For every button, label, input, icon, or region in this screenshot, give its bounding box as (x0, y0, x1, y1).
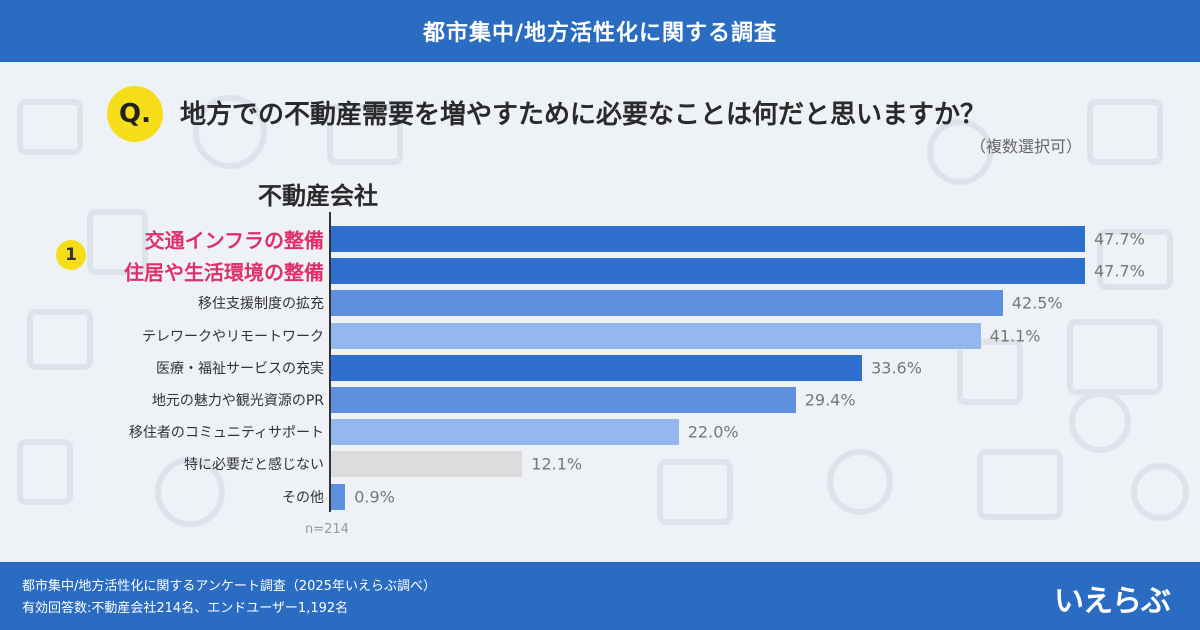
value-label: 47.7% (1094, 261, 1145, 281)
chart-axis-line (329, 212, 331, 512)
value-label: 0.9% (354, 487, 395, 507)
value-label: 29.4% (804, 390, 856, 410)
background-icons (17, 95, 1189, 527)
bar (331, 483, 346, 510)
category-label: 移住支援制度の拡充 (198, 296, 324, 313)
value-label: 22.0% (687, 422, 739, 442)
page-header: 都市集中/地方活性化に関する調査 (0, 0, 1200, 62)
value-label: 42.5% (1011, 293, 1063, 313)
question-badge: Q. (107, 86, 163, 142)
value-label: 12.1% (531, 454, 583, 474)
respondent-count: 有効回答数:不動産会社214名、エンドユーザー1,192名 (22, 601, 349, 616)
bar (331, 258, 1085, 285)
category-label: 特に必要だと感じない (184, 457, 324, 474)
survey-source: 都市集中/地方活性化に関するアンケート調査（2025年いえらぶ調べ） (22, 579, 436, 594)
category-label: 地元の魅力や観光資源のPR (151, 393, 324, 409)
bar (331, 290, 1003, 317)
brand-logo: いえらぶ (1054, 584, 1171, 619)
page-footer: 都市集中/地方活性化に関するアンケート調査（2025年いえらぶ調べ） 有効回答数… (0, 562, 1200, 630)
bar (331, 226, 1085, 252)
value-label: 41.1% (989, 326, 1041, 346)
bar (331, 354, 863, 381)
page-title: 都市集中/地方活性化に関する調査 (422, 21, 778, 46)
bar (331, 322, 981, 349)
category-label: 移住者のコミュニティサポート (128, 425, 324, 442)
category-label: 交通インフラの整備 (144, 228, 324, 253)
category-label: 医療・福祉サービスの充実 (156, 360, 324, 377)
sample-size: n=214 (305, 522, 349, 537)
bar (331, 419, 679, 446)
bar (331, 451, 523, 478)
category-label: その他 (282, 489, 324, 506)
multiple-choice-note: （複数選択可） (969, 137, 1082, 156)
category-label: テレワークやリモートワーク (142, 328, 324, 345)
value-label: 33.6% (871, 358, 922, 378)
question-text: 地方での不動産需要を増やすために必要なことは何だと思いますか？ (180, 100, 987, 130)
segment-title: 不動産会社 (258, 182, 378, 210)
rank-badge: 1 (56, 240, 86, 270)
bar (331, 387, 796, 413)
value-label: 47.7% (1094, 229, 1145, 249)
category-label: 住居や生活環境の整備 (124, 260, 324, 285)
